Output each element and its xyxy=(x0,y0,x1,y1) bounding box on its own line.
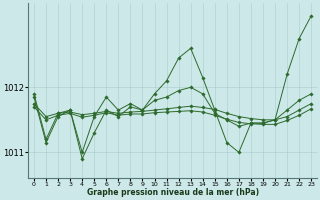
X-axis label: Graphe pression niveau de la mer (hPa): Graphe pression niveau de la mer (hPa) xyxy=(86,188,259,197)
